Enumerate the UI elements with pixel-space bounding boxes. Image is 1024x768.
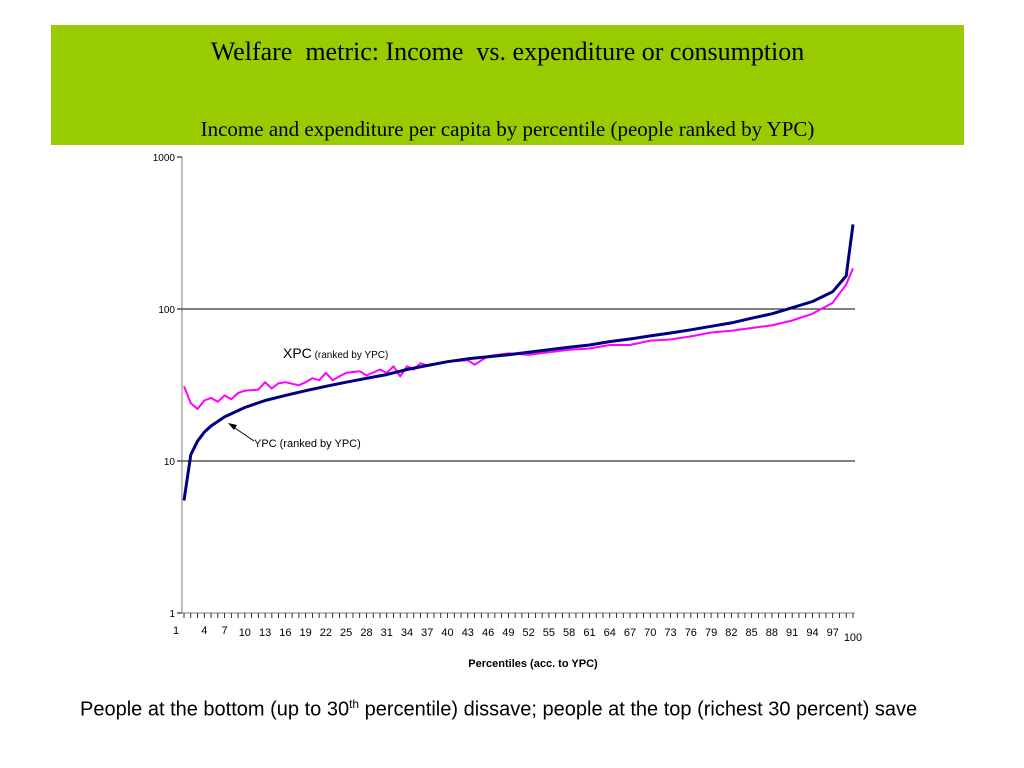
x-tick-label-1: 1 <box>173 625 179 637</box>
x-tick-label-37: 37 <box>421 627 433 639</box>
x-tick-label-4: 4 <box>201 625 207 637</box>
x-tick-label-64: 64 <box>604 627 616 639</box>
x-tick-label-55: 55 <box>543 627 555 639</box>
y-tick-label-1000: 1000 <box>153 153 176 164</box>
annotations: XPC (ranked by YPC) YPC (ranked by YPC) <box>228 345 388 450</box>
x-tick-label-100: 100 <box>844 632 862 644</box>
y-axis-ticks: 1 10 100 1000 <box>153 153 182 620</box>
footnote-text-2: percentile) dissave; people at the top (… <box>359 698 918 721</box>
x-tick-label-97: 97 <box>827 627 839 639</box>
y-tick-label-1: 1 <box>169 609 175 620</box>
slide-subtitle: Income and expenditure per capita by per… <box>200 117 815 141</box>
x-axis-label: Percentiles (acc. to YPC) <box>468 658 598 670</box>
line-chart: 1 10 100 1000 1 4 7 10 13 16 19 22 25 28 31 34 37 40 43 46… <box>153 153 862 670</box>
series-lines <box>182 224 855 501</box>
x-tick-label-28: 28 <box>360 627 372 639</box>
x-tick-label-79: 79 <box>705 627 717 639</box>
x-tick-label-70: 70 <box>644 627 656 639</box>
x-tick-label-91: 91 <box>786 627 798 639</box>
annotation-xpc-main: XPC <box>283 345 312 361</box>
footnote: People at the bottom (up to 30th percent… <box>80 690 960 724</box>
x-tick-label-58: 58 <box>563 627 575 639</box>
annotation-ypc-arrow-line <box>231 425 255 442</box>
x-axis-ticks: 1 4 7 10 13 16 19 22 25 28 31 34 37 40 43 46 49 52 55 58 61 6… <box>173 613 862 644</box>
x-tick-label-61: 61 <box>583 627 595 639</box>
axes <box>181 157 855 614</box>
x-tick-label-43: 43 <box>462 627 474 639</box>
annotation-ypc-label: YPC (ranked by YPC) <box>254 438 361 450</box>
footnote-superscript: th <box>349 697 360 711</box>
x-tick-label-46: 46 <box>482 627 494 639</box>
annotation-xpc-small: (ranked by YPC) <box>312 350 389 361</box>
gridlines <box>182 308 855 462</box>
x-tick-label-82: 82 <box>725 627 737 639</box>
x-tick-label-25: 25 <box>340 627 352 639</box>
line-xpc <box>183 268 854 410</box>
x-tick-label-88: 88 <box>766 627 778 639</box>
x-tick-label-40: 40 <box>441 627 453 639</box>
slide-header: Welfare metric: Income vs. expenditure o… <box>51 25 964 145</box>
x-tick-label-10: 10 <box>239 627 251 639</box>
y-tick-label-100: 100 <box>158 305 175 316</box>
x-tick-label-49: 49 <box>502 627 514 639</box>
x-tick-label-76: 76 <box>685 627 697 639</box>
x-tick-label-34: 34 <box>401 627 413 639</box>
x-tick-label-94: 94 <box>806 627 818 639</box>
annotation-ypc-arrow-head <box>228 423 237 430</box>
x-tick-label-31: 31 <box>381 627 393 639</box>
x-tick-label-67: 67 <box>624 627 636 639</box>
x-tick-label-16: 16 <box>279 627 291 639</box>
y-tick-label-10: 10 <box>164 457 176 468</box>
x-tick-label-73: 73 <box>664 627 676 639</box>
x-tick-label-52: 52 <box>523 627 535 639</box>
footnote-text-1: People at the bottom (up to 30 <box>80 698 350 721</box>
slide-title: Welfare metric: Income vs. expenditure o… <box>210 37 805 66</box>
x-tick-label-7: 7 <box>221 625 227 637</box>
x-tick-label-13: 13 <box>259 627 271 639</box>
line-ypc <box>182 224 855 501</box>
x-tick-label-19: 19 <box>300 627 312 639</box>
x-tick-label-22: 22 <box>320 627 332 639</box>
annotation-xpc-label: XPC (ranked by YPC) <box>283 345 388 361</box>
x-tick-label-85: 85 <box>746 627 758 639</box>
